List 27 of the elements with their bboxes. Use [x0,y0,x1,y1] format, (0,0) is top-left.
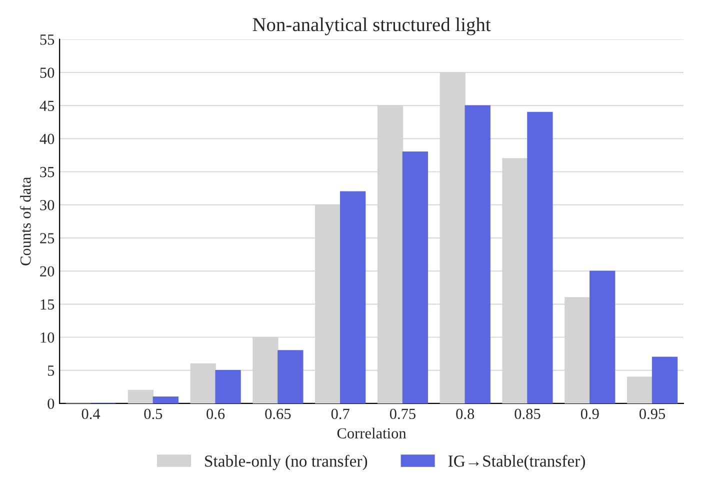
y-tick-label: 5 [48,366,54,376]
x-tick-label: 0.75 [390,408,416,420]
x-tick-label: 0.6 [206,408,225,420]
y-tick-label: 40 [40,134,54,144]
x-tick-label: 0.85 [514,408,540,420]
y-tick-label: 55 [40,34,54,45]
x-axis-title: Correlation [337,428,406,438]
x-tick-label: 0.4 [82,408,100,420]
x-tick-label: 0.7 [331,408,350,420]
x-tick-label: 0.65 [265,408,291,420]
y-tick-label: 45 [40,100,54,112]
y-tick-label: 20 [40,266,54,276]
y-tick-label: 50 [40,68,54,78]
y-tick-label: 0 [48,398,54,409]
y-tick-label: 10 [40,332,54,343]
x-tick-label: 0.8 [456,408,474,420]
x-tick-label: 0.95 [639,408,666,420]
x-tick-label: 0.9 [580,408,599,420]
legend-label: IG→Stable(transfer) [448,454,585,470]
y-tick-label: 25 [40,233,54,244]
y-axis-title: Counts of data [20,177,31,266]
y-tick-label: 30 [40,200,54,210]
y-tick-label: 15 [40,299,54,310]
x-tick-label: 0.5 [144,408,162,420]
chart-title: Non-analytical structured light [252,18,491,36]
y-tick-label: 35 [40,166,54,178]
legend-label: Stable-only (no transfer) [205,454,368,470]
